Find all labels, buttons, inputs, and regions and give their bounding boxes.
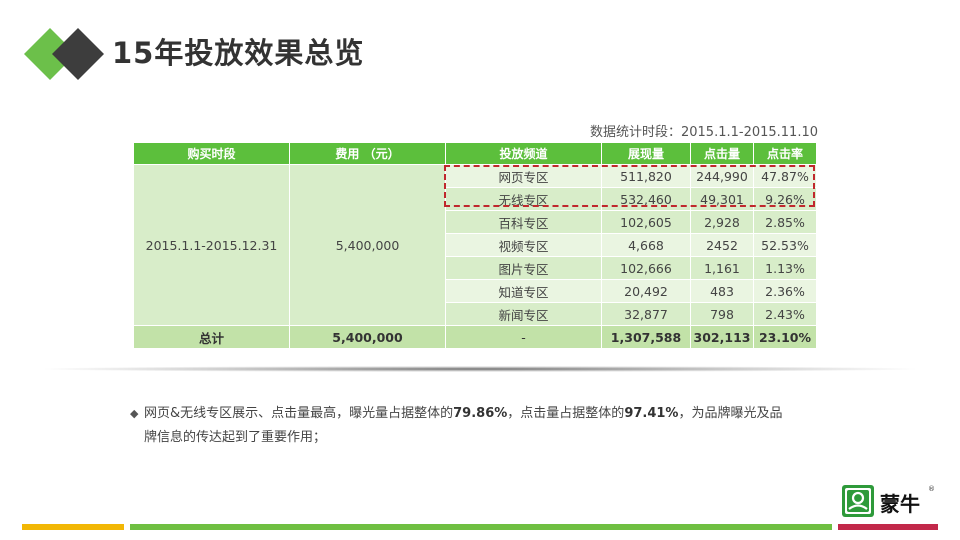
ctr-cell: 52.53%: [753, 233, 817, 257]
stat-period-label: 数据统计时段：2015.1.1-2015.11.10: [589, 125, 818, 140]
channel-cell: 新闻专区: [445, 302, 602, 326]
channel-cell: 百科专区: [445, 210, 602, 234]
channel-cell: 网页专区: [445, 164, 602, 188]
footer-bar-green: [130, 524, 832, 530]
note-value-impressions-share: 79.86%: [453, 406, 508, 421]
column-header-period: 购买时段: [133, 142, 290, 165]
ctr-cell: 9.26%: [753, 187, 817, 211]
table-row: 视频专区 4,668 2452 52.53%: [134, 233, 817, 257]
note-text-2: ，点击量占据整体的: [507, 406, 625, 421]
clicks-cell: 483: [690, 279, 754, 303]
ctr-cell: 47.87%: [753, 164, 817, 188]
impressions-cell: 32,877: [601, 302, 691, 326]
note-value-clicks-share: 97.41%: [624, 406, 679, 421]
column-header-clicks: 点击量: [690, 142, 754, 165]
total-label: 总计: [133, 325, 290, 349]
impressions-cell: 20,492: [601, 279, 691, 303]
impressions-cell: 102,605: [601, 210, 691, 234]
footer-bar-red: [838, 524, 938, 530]
total-impressions: 1,307,588: [601, 325, 691, 349]
footer-bar-yellow: [22, 524, 124, 530]
period-cell: 2015.1.1-2015.12.31: [133, 164, 290, 326]
ctr-cell: 1.13%: [753, 256, 817, 280]
column-header-cost: 费用 （元）: [289, 142, 446, 165]
channel-cell: 知道专区: [445, 279, 602, 303]
table-row: 新闻专区 32,877 798 2.43%: [134, 302, 817, 326]
diamond-logo-icon: [24, 28, 104, 80]
divider-shadow: [45, 366, 915, 372]
cost-cell: 5,400,000: [289, 164, 446, 326]
impressions-cell: 511,820: [601, 164, 691, 188]
brand-name: 蒙牛: [880, 492, 920, 516]
clicks-cell: 798: [690, 302, 754, 326]
column-header-channel: 投放频道: [445, 142, 602, 165]
registered-mark: ®: [928, 485, 935, 493]
page-title: 15年投放效果总览: [112, 36, 365, 70]
total-cost: 5,400,000: [289, 325, 446, 349]
total-channel: -: [445, 325, 602, 349]
clicks-cell: 49,301: [690, 187, 754, 211]
ctr-cell: 2.43%: [753, 302, 817, 326]
total-ctr: 23.10%: [753, 325, 817, 349]
total-clicks: 302,113: [690, 325, 754, 349]
table-row: 无线专区 532,460 49,301 9.26%: [134, 187, 817, 211]
channel-cell: 图片专区: [445, 256, 602, 280]
note-text-1: 网页&无线专区展示、点击量最高，曝光量占据整体的: [144, 406, 454, 421]
ctr-cell: 2.85%: [753, 210, 817, 234]
note-line-2: 牌信息的传达起到了重要作用；: [144, 430, 327, 445]
note-line-1: ◆ 网页&无线专区展示、点击量最高，曝光量占据整体的79.86%，点击量占据整体的…: [130, 402, 830, 426]
column-header-ctr: 点击率: [753, 142, 817, 165]
clicks-cell: 2,928: [690, 210, 754, 234]
table-header-row: 购买时段 费用 （元） 投放频道 展现量 点击量 点击率: [133, 142, 817, 165]
impressions-cell: 102,666: [601, 256, 691, 280]
note-text-3: ，为品牌曝光及品: [678, 406, 783, 421]
clicks-cell: 244,990: [690, 164, 754, 188]
column-header-impressions: 展现量: [601, 142, 691, 165]
diamond-bullet-icon: ◆: [130, 407, 139, 420]
clicks-cell: 1,161: [690, 256, 754, 280]
brand-logo: 蒙牛 ®: [842, 485, 936, 519]
impressions-cell: 4,668: [601, 233, 691, 257]
channel-cell: 视频专区: [445, 233, 602, 257]
summary-note: ◆ 网页&无线专区展示、点击量最高，曝光量占据整体的79.86%，点击量占据整体的…: [130, 402, 830, 450]
table-row: 2015.1.1-2015.12.31 5,400,000 网页专区 511,8…: [133, 164, 817, 326]
performance-table: 购买时段 费用 （元） 投放频道 展现量 点击量 点击率 2015.1.1-20…: [133, 142, 817, 349]
ctr-cell: 2.36%: [753, 279, 817, 303]
mengniu-logo-icon: [842, 485, 874, 517]
table-row: 百科专区 102,605 2,928 2.85%: [134, 210, 817, 234]
clicks-cell: 2452: [690, 233, 754, 257]
channel-cell: 无线专区: [445, 187, 602, 211]
total-row: 总计 5,400,000 - 1,307,588 302,113 23.10%: [133, 325, 817, 349]
impressions-cell: 532,460: [601, 187, 691, 211]
